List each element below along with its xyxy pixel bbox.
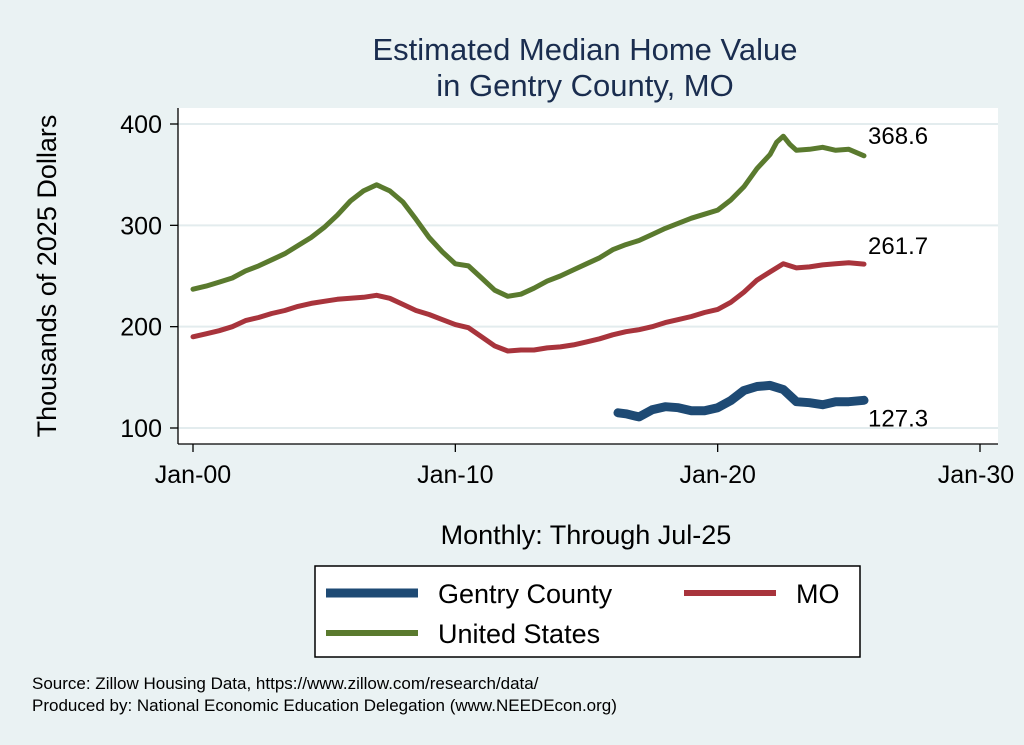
y-tick-label: 100: [120, 415, 162, 443]
x-ticks: Jan-00 Jan-10 Jan-20 Jan-30: [155, 444, 1014, 489]
chart-title-line-2: in Gentry County, MO: [436, 68, 733, 103]
y-axis-label: Thousands of 2025 Dollars: [32, 115, 62, 438]
x-tick-label: Jan-10: [417, 461, 493, 489]
y-tick-label: 200: [120, 314, 162, 342]
series-line-gentry-county: [613, 380, 869, 422]
legend: Gentry County MO United States: [326, 579, 840, 649]
source-line-2: Produced by: National Economic Education…: [32, 696, 617, 715]
legend-box: [314, 565, 861, 658]
x-tick-label: Jan-00: [155, 461, 231, 489]
source-line-1: Source: Zillow Housing Data, https://www…: [32, 674, 539, 693]
x-tick-label: Jan-30: [938, 461, 1014, 489]
end-value-label: 368.6: [868, 123, 928, 150]
series-layer: [190, 133, 869, 422]
series-line-united-states: [190, 133, 867, 299]
x-tick-label: Jan-20: [679, 461, 755, 489]
end-labels: 368.6 261.7 127.3: [868, 123, 928, 433]
series-line-mo: [190, 260, 867, 354]
legend-label: MO: [796, 579, 840, 609]
end-value-label: 127.3: [868, 405, 928, 432]
plot-area: [178, 108, 998, 444]
y-tick-label: 300: [120, 212, 162, 240]
end-value-label: 261.7: [868, 233, 928, 260]
x-axis-label: Monthly: Through Jul-25: [441, 520, 732, 550]
y-ticks: 100 200 300 400: [120, 111, 178, 443]
chart-title-line-1: Estimated Median Home Value: [372, 32, 797, 67]
gridlines: [178, 123, 998, 429]
legend-label: United States: [438, 619, 600, 649]
legend-label: Gentry County: [438, 579, 613, 609]
y-tick-label: 400: [120, 111, 162, 139]
